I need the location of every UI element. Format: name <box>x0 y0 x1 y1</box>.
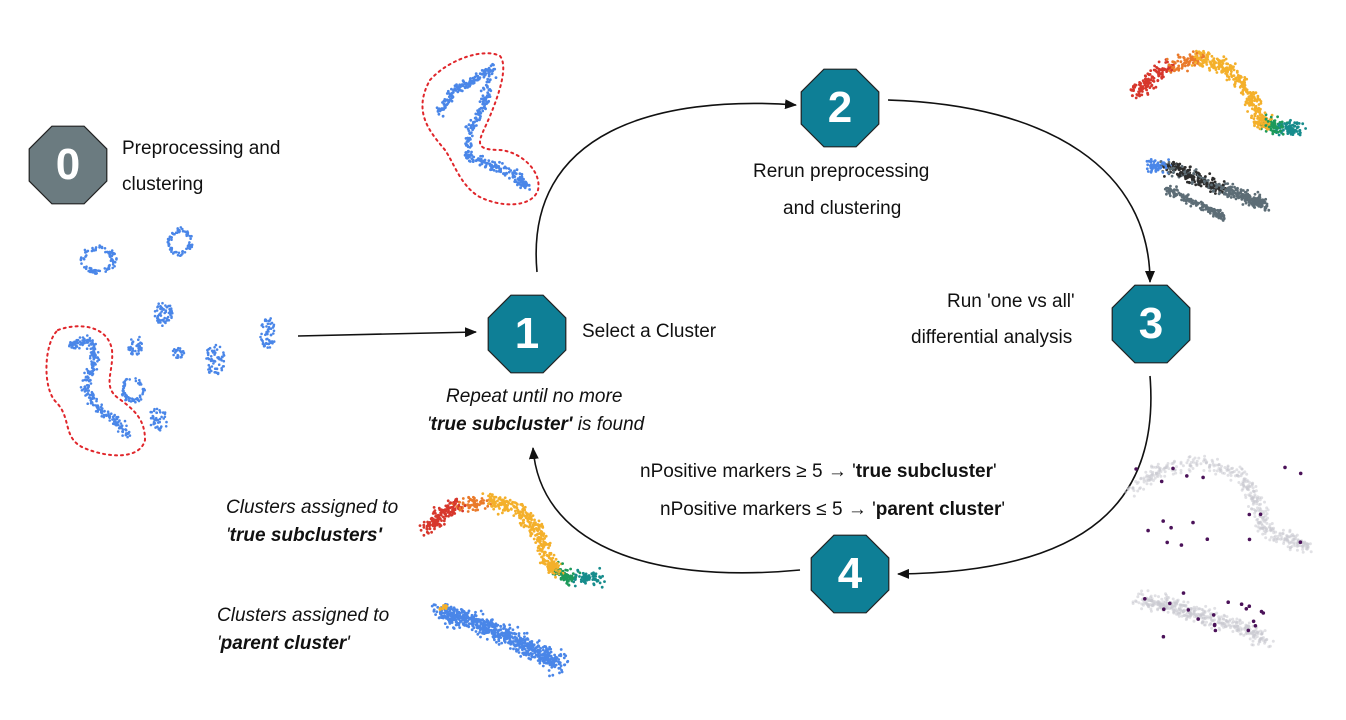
step-3-label-line1: Run 'one vs all' <box>947 291 1075 312</box>
assigned-true-line1: Clusters assigned to <box>226 497 399 518</box>
selection-outline-selected <box>421 52 540 206</box>
assigned-parent-line2: 'parent cluster' <box>217 633 350 654</box>
step-1-number: 1 <box>514 309 540 358</box>
assigned-parent-line1: Clusters assigned to <box>217 605 390 626</box>
repeat-note-line1: Repeat until no more <box>446 386 623 407</box>
umap-reclustered <box>1129 49 1307 222</box>
selection-outline-overview <box>45 325 147 457</box>
step-0-label-line1: Preprocessing and <box>122 138 281 159</box>
step-0-label-line2: clustering <box>122 174 204 195</box>
arrow-2-to-3 <box>887 99 1155 283</box>
step-2-label-line1: Rerun preprocessing <box>753 161 930 182</box>
step-2-octagon <box>800 68 880 148</box>
step-4-octagon <box>810 534 890 614</box>
step-0-number: 0 <box>55 140 81 189</box>
step-1-octagon <box>487 294 567 374</box>
step-0-octagon <box>28 125 108 205</box>
rule-true-subcluster: nPositive markers ≥ 5 → 'true subcluster… <box>640 461 997 482</box>
umap-assigned-clusters <box>418 492 606 678</box>
rule-parent-cluster: nPositive markers ≤ 5 → 'parent cluster' <box>660 499 1006 520</box>
assigned-true-line2: 'true subclusters' <box>226 525 382 546</box>
step-2-number: 2 <box>827 83 853 132</box>
step-3-number: 3 <box>1138 299 1164 348</box>
arrow-1-to-2 <box>535 99 797 273</box>
step-4-number: 4 <box>837 549 863 598</box>
arrow-3-to-4 <box>897 375 1152 579</box>
step-1-label: Select a Cluster <box>582 321 717 342</box>
step-3-label-line2: differential analysis <box>911 327 1073 348</box>
umap-marker-expression <box>1124 454 1313 649</box>
umap-selected-cluster <box>435 62 531 191</box>
umap-all-clusters <box>68 226 276 439</box>
arrow-0-to-1 <box>297 327 477 338</box>
step-2-label-line2: and clustering <box>783 198 902 219</box>
arrow-4-to-1 <box>528 447 801 574</box>
repeat-note-line2: 'true subcluster' is found <box>427 414 645 435</box>
step-3-octagon <box>1111 284 1191 364</box>
